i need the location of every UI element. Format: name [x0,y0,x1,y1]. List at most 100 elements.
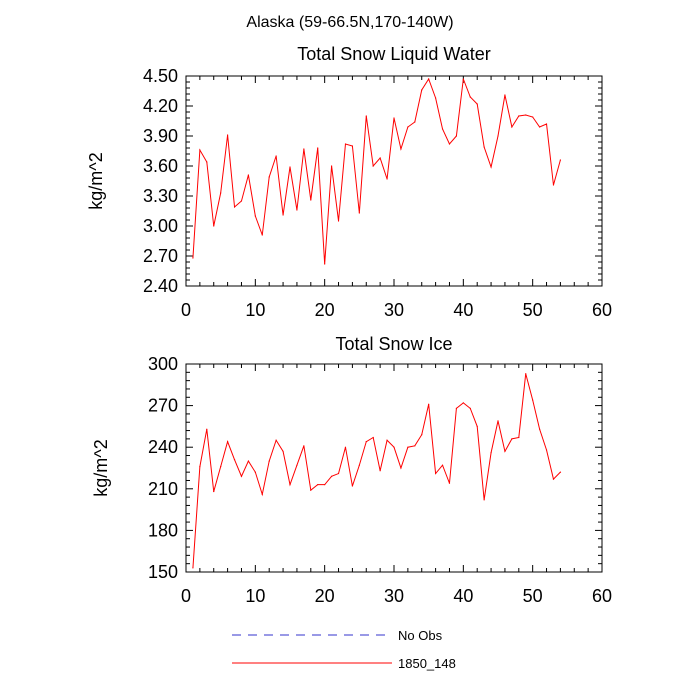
data-point-1850-148 [421,89,423,91]
data-point-1850-148 [435,97,437,99]
y-tick-label: 3.00 [143,216,178,236]
data-point-1850-148 [504,94,506,96]
data-point-1850-148 [421,434,423,436]
y-tick-label: 270 [148,396,178,416]
x-tick-label: 60 [592,586,612,606]
data-point-1850-148 [539,428,541,430]
data-point-1850-148 [365,441,367,443]
data-point-1850-148 [233,459,236,461]
data-point-1850-148 [511,126,513,128]
data-point-1850-148 [414,121,416,123]
data-point-1850-148 [261,234,263,236]
x-tick-label: 0 [181,300,191,320]
legend-label-1850-148: 1850_148 [398,656,456,671]
data-point-1850-148 [220,466,222,468]
data-point-1850-148 [351,485,353,487]
data-point-1850-148 [525,114,527,116]
data-point-1850-148 [206,161,208,163]
data-point-1850-148 [552,184,555,186]
x-tick-label: 40 [453,300,473,320]
y-tick-label: 3.90 [143,126,178,146]
data-point-1850-148 [462,78,464,80]
data-point-1850-148 [511,438,513,440]
series-line-1850-148 [192,373,561,568]
y-axis-label: kg/m^2 [86,152,106,209]
y-tick-label: 2.40 [143,276,178,296]
data-point-1850-148 [303,445,305,447]
data-point-1850-148 [227,134,229,136]
data-point-1850-148 [240,475,243,477]
data-point-1850-148 [462,402,464,404]
data-point-1850-148 [525,373,527,375]
data-point-1850-148 [469,96,471,98]
x-tick-label: 30 [384,300,404,320]
data-point-1850-148 [504,450,506,452]
data-point-1850-148 [331,165,333,167]
y-tick-label: 240 [148,437,178,457]
data-point-1850-148 [254,471,256,473]
data-point-1850-148 [455,407,457,409]
data-point-1850-148 [289,166,291,168]
data-point-1850-148 [317,147,319,149]
x-tick-label: 40 [453,586,473,606]
data-point-1850-148 [296,209,298,211]
legend: No Obs 1850_148 [232,628,456,671]
data-point-1850-148 [441,464,444,466]
data-point-1850-148 [206,428,208,430]
data-point-1850-148 [282,214,284,216]
data-point-1850-148 [400,467,402,469]
figure-suptitle: Alaska (59-66.5N,170-140W) [246,14,453,31]
data-point-1850-148 [490,166,492,168]
data-point-1850-148 [296,464,298,466]
data-point-1850-148 [303,148,305,150]
data-point-1850-148 [233,206,236,208]
data-point-1850-148 [407,446,409,448]
data-point-1850-148 [448,482,451,484]
data-point-1850-148 [414,445,416,447]
data-point-1850-148 [254,215,256,217]
x-tick-label: 20 [315,300,335,320]
data-point-1850-148 [518,436,520,439]
data-point-1850-148 [497,135,499,137]
data-point-1850-148 [476,425,478,427]
data-point-1850-148 [344,143,347,145]
data-point-1850-148 [490,452,492,454]
data-point-1850-148 [337,220,340,222]
x-tick-label: 10 [245,586,265,606]
data-point-1850-148 [386,439,388,441]
data-point-1850-148 [261,493,263,495]
y-tick-label: 210 [148,479,178,499]
data-point-1850-148 [455,135,457,137]
data-point-1850-148 [247,174,249,176]
legend-label-no-obs: No Obs [398,628,443,643]
data-point-1850-148 [199,149,201,151]
data-point-1850-148 [282,450,284,452]
y-tick-label: 2.70 [143,246,178,266]
data-point-1850-148 [539,126,541,128]
x-tick-label: 30 [384,586,404,606]
data-point-1850-148 [310,199,312,201]
chart-panel-snow-ice: Total Snow Ice kg/m^2 0 10 20 30 40 50 60 150 180 2… [91,334,612,606]
data-point-1850-148 [220,192,222,194]
chart-title: Total Snow Ice [335,334,452,354]
data-point-1850-148 [227,441,229,443]
data-point-1850-148 [365,115,367,117]
data-point-1850-148 [324,484,326,486]
x-tick-label: 60 [592,300,612,320]
data-point-1850-148 [532,399,534,401]
data-point-1850-148 [441,128,444,130]
data-point-1850-148 [559,471,562,473]
data-point-1850-148 [545,123,548,125]
y-tick-label: 150 [148,562,178,582]
data-point-1850-148 [476,103,478,105]
data-point-1850-148 [199,466,201,468]
data-point-1850-148 [559,159,562,161]
data-point-1850-148 [532,116,534,118]
series-line-1850-148 [192,77,561,265]
data-point-1850-148 [240,200,243,202]
data-point-1850-148 [469,407,471,409]
x-tick-label: 0 [181,586,191,606]
data-point-1850-148 [213,225,215,227]
data-point-1850-148 [435,472,437,475]
